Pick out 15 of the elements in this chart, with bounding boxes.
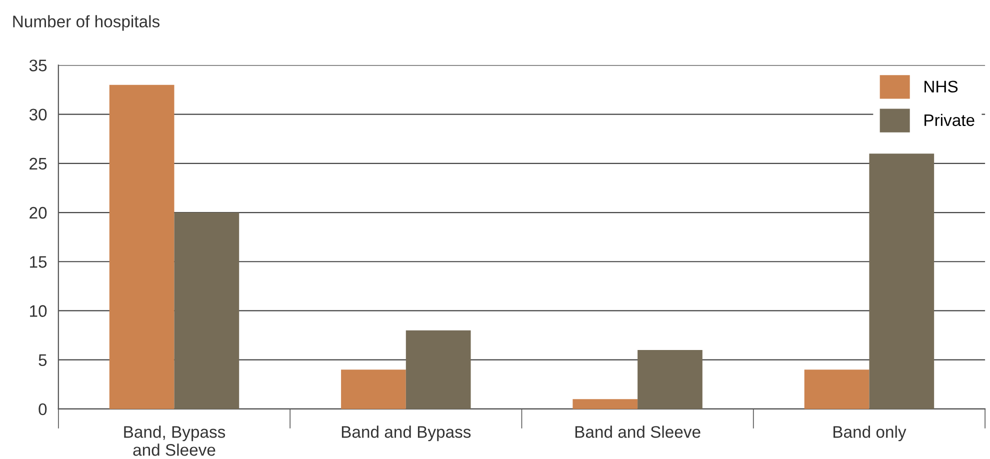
- x-tick-label: Band and Bypass: [342, 426, 471, 442]
- y-tick-label: 35: [29, 60, 47, 72]
- y-tick-label: 0: [38, 403, 47, 416]
- y-tick-label: 15: [30, 256, 47, 268]
- x-tick-label: Band only: [834, 426, 906, 442]
- y-tick-label: 10: [30, 305, 47, 317]
- x-tick-label: Band, Bypass and Sleeve: [124, 426, 226, 456]
- y-tick-label: 25: [30, 158, 47, 170]
- y-tick-label: 5: [38, 354, 47, 366]
- legend-label: NHS: [924, 80, 958, 93]
- y-tick-label: 30: [29, 108, 47, 120]
- y-tick-label: 20: [30, 206, 47, 219]
- legend-label: Private: [924, 114, 974, 126]
- y-axis-title: Number of hospitals: [13, 15, 160, 31]
- x-tick-label: Band and Sleeve: [575, 426, 700, 438]
